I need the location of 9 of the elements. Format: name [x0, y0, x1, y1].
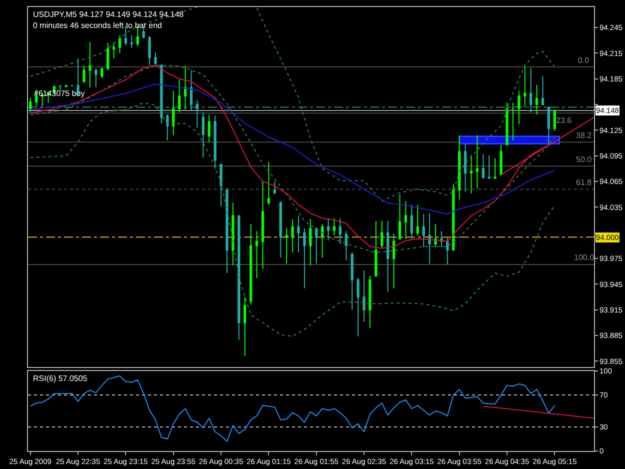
annotation: 50.0	[576, 155, 592, 164]
chart-title: USDJPY,M5 94.127 94.149 94.124 94.148	[33, 10, 184, 19]
annotation: 100.0	[574, 253, 595, 262]
text: 0 minutes 46 seconds left to bar end	[33, 21, 162, 30]
annotation: 23.6	[556, 116, 572, 125]
annotation: 61.8	[576, 178, 592, 187]
annotation: 38.2	[576, 131, 592, 140]
annotation: 0.0	[578, 56, 590, 65]
chart-title: RSI(6) 57.0505	[33, 374, 88, 383]
